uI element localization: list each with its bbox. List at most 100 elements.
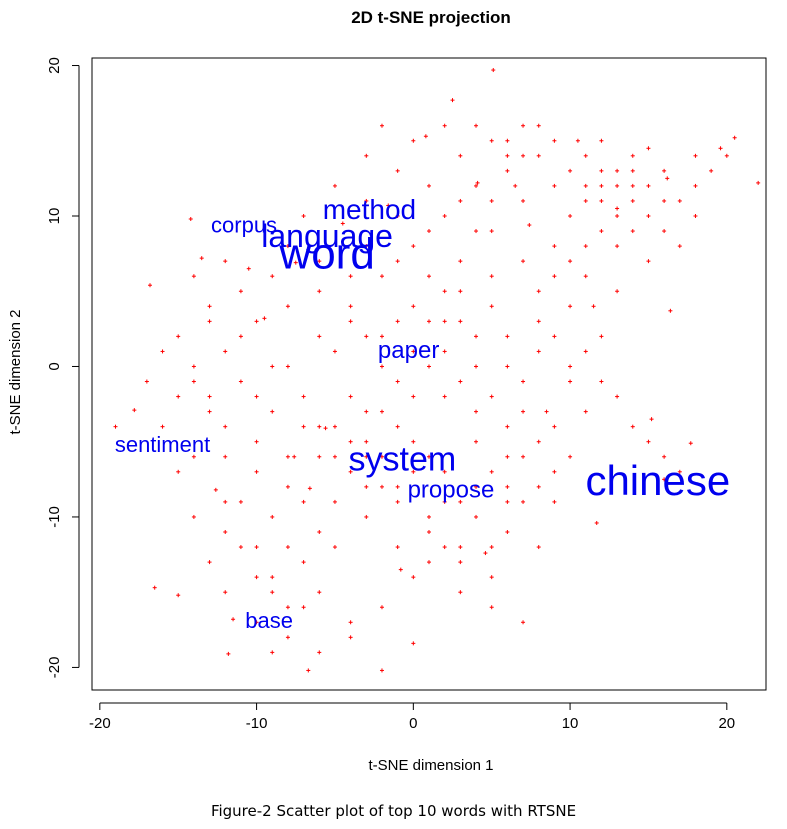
data-point: [489, 394, 494, 399]
data-point: [552, 183, 557, 188]
data-point: [505, 168, 510, 173]
data-point: [442, 123, 447, 128]
data-point: [458, 560, 463, 565]
data-point: [395, 214, 400, 218]
data-point: [411, 469, 416, 474]
data-point: [411, 244, 416, 249]
data-point: [521, 259, 526, 264]
data-point: [317, 289, 322, 294]
x-tick-label: 0: [409, 715, 417, 732]
data-point: [317, 530, 322, 534]
data-point: [599, 138, 604, 143]
data-point: [411, 439, 416, 444]
data-point: [317, 259, 322, 264]
word-label-language: language: [261, 218, 393, 254]
data-point: [688, 441, 693, 446]
data-point: [521, 198, 526, 203]
data-point: [427, 274, 431, 279]
data-point: [552, 138, 557, 143]
data-point: [188, 217, 193, 222]
data-point: [379, 334, 384, 339]
data-point: [442, 394, 447, 399]
data-point: [207, 319, 212, 324]
data-point: [301, 394, 306, 399]
data-point: [458, 590, 463, 595]
data-point: [207, 394, 212, 399]
data-point: [668, 308, 673, 313]
data-point: [364, 334, 369, 339]
data-point: [544, 409, 549, 414]
data-point: [364, 244, 369, 249]
data-point: [223, 590, 228, 595]
data-point: [254, 394, 259, 399]
data-point: [591, 304, 596, 309]
data-point: [521, 499, 526, 504]
data-point: [285, 454, 290, 459]
data-point: [489, 469, 494, 474]
data-point: [442, 214, 447, 218]
data-point: [583, 409, 588, 414]
data-point: [599, 229, 604, 234]
data-point: [458, 379, 463, 384]
data-point: [427, 364, 431, 369]
data-point: [191, 514, 196, 519]
data-point: [458, 198, 463, 203]
data-point: [568, 454, 573, 459]
data-point: [536, 484, 541, 489]
data-point: [270, 575, 275, 580]
data-point: [270, 274, 275, 279]
data-point: [238, 499, 243, 504]
data-point: [223, 454, 228, 459]
data-point: [536, 153, 541, 158]
data-point: [474, 484, 479, 489]
data-point: [379, 454, 384, 459]
data-point: [483, 551, 488, 556]
data-point: [223, 424, 228, 429]
data-point: [379, 274, 384, 279]
y-tick-label: -20: [46, 657, 63, 679]
y-axis-label: t-SNE dimension 2: [7, 309, 24, 434]
data-point: [348, 319, 353, 324]
data-point: [599, 198, 604, 203]
data-point: [693, 214, 698, 218]
data-point: [144, 379, 149, 384]
data-point: [427, 530, 431, 534]
y-tick-label: -10: [46, 506, 63, 528]
data-point: [599, 168, 604, 173]
data-point: [307, 486, 312, 491]
data-point: [709, 168, 714, 173]
data-point: [458, 259, 463, 264]
data-point: [176, 593, 181, 598]
data-point: [552, 424, 557, 429]
data-point: [270, 590, 275, 595]
point-layer: [113, 68, 761, 673]
data-point: [474, 439, 479, 444]
data-point: [191, 454, 196, 459]
data-point: [423, 134, 428, 139]
data-point: [323, 426, 328, 431]
data-point: [615, 206, 620, 211]
data-point: [513, 183, 518, 188]
data-point: [599, 334, 604, 339]
data-point: [442, 545, 447, 550]
data-point: [677, 244, 682, 249]
data-point: [583, 349, 588, 354]
data-point: [489, 198, 494, 203]
data-point: [348, 394, 353, 399]
axes: -20 -10 0 10 20 -20 -10 0 10 20: [46, 57, 735, 732]
data-point: [285, 484, 290, 489]
data-point: [176, 394, 181, 399]
data-point: [395, 545, 400, 550]
data-point: [427, 229, 431, 234]
data-point: [458, 289, 463, 294]
x-tick-label: -20: [89, 715, 111, 732]
data-point: [583, 183, 588, 188]
data-point: [231, 617, 236, 622]
data-point: [317, 424, 322, 429]
data-point: [348, 274, 353, 279]
data-point: [364, 198, 369, 203]
data-point: [536, 319, 541, 324]
data-point: [474, 409, 479, 414]
word-label-word: word: [278, 229, 374, 278]
data-point: [254, 469, 259, 474]
